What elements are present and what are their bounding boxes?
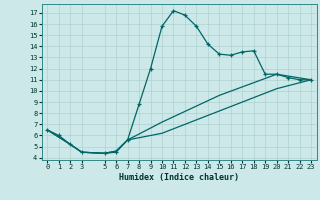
X-axis label: Humidex (Indice chaleur): Humidex (Indice chaleur) <box>119 173 239 182</box>
